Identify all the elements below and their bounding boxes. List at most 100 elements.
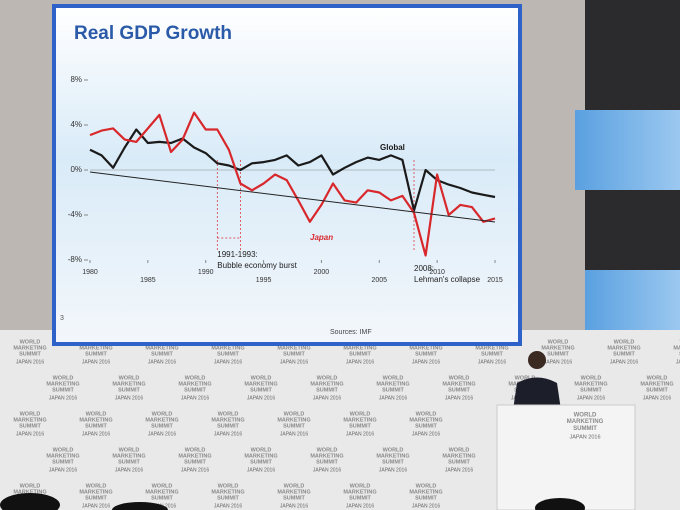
annotation: Bubble economy burst <box>217 261 297 270</box>
logo-text: SUMMIT <box>118 459 140 465</box>
logo-text: WORLD <box>449 375 470 381</box>
logo-text: WORLD <box>317 375 338 381</box>
logo-text: WORLD <box>574 413 597 419</box>
logo-text: WORLD <box>152 483 173 489</box>
logo-sub: JAPAN 2016 <box>643 395 671 401</box>
logo-text: MARKETING <box>343 417 376 423</box>
logo-text: SUMMIT <box>283 351 305 357</box>
y-tick-label: -4% <box>68 210 82 219</box>
logo-text: WORLD <box>86 411 107 417</box>
logo-text: SUMMIT <box>85 423 107 429</box>
series-label: Global <box>380 143 405 152</box>
logo-sub: JAPAN 2016 <box>247 467 275 473</box>
logo-sub: JAPAN 2016 <box>115 395 143 401</box>
logo-text: MARKETING <box>211 489 244 495</box>
series-line <box>89 128 496 212</box>
side-screen <box>585 270 680 335</box>
logo-text: MARKETING <box>13 417 46 423</box>
logo-text: MARKETING <box>79 417 112 423</box>
y-tick-label: 4% <box>70 120 82 129</box>
series-line <box>89 111 496 257</box>
logo-text: WORLD <box>317 447 338 453</box>
logo-text: WORLD <box>383 447 404 453</box>
logo-text: MARKETING <box>13 489 46 495</box>
audience-head <box>535 498 585 510</box>
logo-text: SUMMIT <box>250 387 272 393</box>
logo-sub: JAPAN 2016 <box>379 467 407 473</box>
logo-text: WORLD <box>251 375 272 381</box>
audience-head <box>0 493 60 510</box>
logo-text: SUMMIT <box>118 387 140 393</box>
logo-text: WORLD <box>416 411 437 417</box>
logo-text: MARKETING <box>343 345 376 351</box>
logo-text: SUMMIT <box>217 351 239 357</box>
logo-sub: JAPAN 2016 <box>82 431 110 437</box>
chart-title: Real GDP Growth <box>74 23 232 44</box>
logo-text: SUMMIT <box>151 351 173 357</box>
logo-text: SUMMIT <box>316 459 338 465</box>
logo-text: MARKETING <box>79 489 112 495</box>
logo-text: MARKETING <box>46 381 79 387</box>
logo-text: SUMMIT <box>349 351 371 357</box>
logo-sub: JAPAN 2016 <box>544 359 572 365</box>
logo-sub: JAPAN 2016 <box>280 359 308 365</box>
logo-text: MARKETING <box>178 381 211 387</box>
logo-sub: JAPAN 2016 <box>577 395 605 401</box>
logo-sub: JAPAN 2016 <box>676 359 680 365</box>
podium <box>496 404 636 510</box>
logo-text: MARKETING <box>376 453 409 459</box>
logo-text: WORLD <box>53 447 74 453</box>
logo-text: MARKETING <box>442 381 475 387</box>
logo-text: SUMMIT <box>415 495 437 501</box>
logo-text: MARKETING <box>46 453 79 459</box>
logo-sub: JAPAN 2016 <box>346 503 374 509</box>
logo-sub: JAPAN 2016 <box>49 467 77 473</box>
logo-text: SUMMIT <box>415 423 437 429</box>
logo-text: WORLD <box>20 411 41 417</box>
logo-sub: JAPAN 2016 <box>16 359 44 365</box>
logo-text: MARKETING <box>145 417 178 423</box>
logo-text: SUMMIT <box>19 423 41 429</box>
logo-text: WORLD <box>350 483 371 489</box>
logo-text: MARKETING <box>442 453 475 459</box>
logo-text: WORLD <box>548 339 569 345</box>
source: Sources: IMF <box>330 329 372 336</box>
trend-line <box>89 171 496 223</box>
y-tick-label: -8% <box>68 255 82 264</box>
logo-sub: JAPAN 2016 <box>181 395 209 401</box>
logo-text: MARKETING <box>244 453 277 459</box>
logo-text: MARKETING <box>277 417 310 423</box>
logo-sub: JAPAN 2016 <box>445 395 473 401</box>
slide <box>56 8 518 342</box>
logo-text: MARKETING <box>475 345 508 351</box>
logo-sub: JAPAN 2016 <box>181 467 209 473</box>
logo-sub: JAPAN 2016 <box>280 503 308 509</box>
logo-text: SUMMIT <box>217 495 239 501</box>
logo-text: SUMMIT <box>19 351 41 357</box>
logo-sub: JAPAN 2016 <box>412 359 440 365</box>
logo-sub: JAPAN 2016 <box>346 431 374 437</box>
logo-text: WORLD <box>416 483 437 489</box>
logo-text: MARKETING <box>178 453 211 459</box>
logo-text: WORLD <box>251 447 272 453</box>
logo-text: MARKETING <box>277 345 310 351</box>
logo-text: WORLD <box>185 375 206 381</box>
x-tick-label: 1980 <box>82 269 98 276</box>
plot: 8% 4% 0% -4% -8%1980 1985 1990 1995 2000 2005 2010… <box>68 75 503 284</box>
logo-text: MARKETING <box>79 345 112 351</box>
logo-text: MARKETING <box>13 345 46 351</box>
logo-sub: JAPAN 2016 <box>214 503 242 509</box>
x-tick-label: 1985 <box>140 277 156 284</box>
logo-text: MARKETING <box>640 381 673 387</box>
logo-text: SUMMIT <box>250 459 272 465</box>
logo-sub: JAPAN 2016 <box>214 431 242 437</box>
logo-sub: JAPAN 2016 <box>445 467 473 473</box>
logo-text: MARKETING <box>277 489 310 495</box>
logo-sub: JAPAN 2016 <box>82 359 110 365</box>
logo-text: WORLD <box>614 339 635 345</box>
x-tick-label: 1990 <box>198 269 214 276</box>
logo-text: WORLD <box>119 375 140 381</box>
